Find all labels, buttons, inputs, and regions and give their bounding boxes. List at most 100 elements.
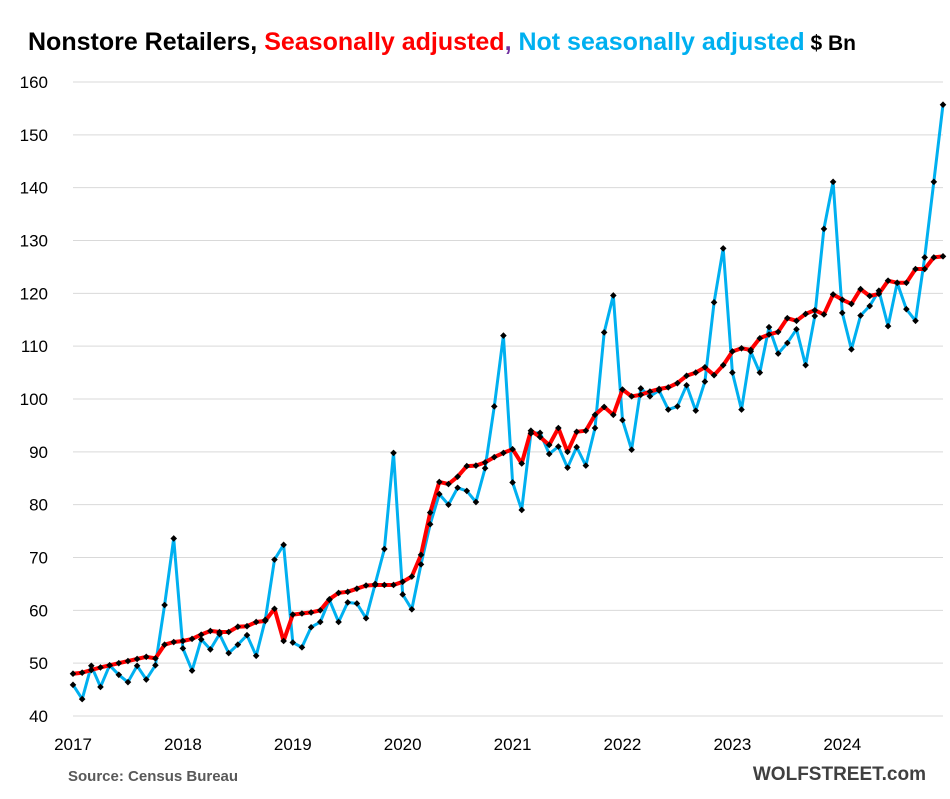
y-tick-label-80: 80 xyxy=(29,496,48,515)
point-nsa-18 xyxy=(234,641,242,648)
point-nsa-39 xyxy=(426,520,434,528)
chart-title: Nonstore Retailers, Seasonally adjusted,… xyxy=(28,28,856,57)
point-nsa-92 xyxy=(912,317,919,325)
x-tick-label-2018: 2018 xyxy=(164,735,202,754)
x-tick-label-2019: 2019 xyxy=(274,735,312,754)
point-nsa-52 xyxy=(545,450,553,458)
point-sa-24 xyxy=(289,611,297,618)
point-nsa-72 xyxy=(729,369,736,376)
point-nsa-46 xyxy=(490,403,498,410)
point-sa-92 xyxy=(912,265,919,273)
point-sa-85 xyxy=(848,300,855,308)
point-sa-3 xyxy=(97,664,104,671)
point-sa-62 xyxy=(637,391,645,399)
point-sa-67 xyxy=(683,372,690,380)
y-tick-label-70: 70 xyxy=(29,549,48,568)
point-sa-91 xyxy=(903,279,910,287)
point-sa-21 xyxy=(262,617,269,625)
point-sa-75 xyxy=(756,334,764,342)
point-nsa-42 xyxy=(454,484,461,492)
point-nsa-23 xyxy=(280,541,287,549)
point-nsa-82 xyxy=(820,225,828,233)
point-nsa-91 xyxy=(903,305,910,313)
point-nsa-17 xyxy=(225,649,232,657)
point-sa-25 xyxy=(298,610,306,617)
series-markers xyxy=(69,101,947,703)
point-sa-87 xyxy=(866,292,874,300)
point-nsa-79 xyxy=(793,325,800,333)
point-sa-70 xyxy=(710,371,718,379)
point-nsa-30 xyxy=(344,599,352,606)
point-sa-23 xyxy=(280,637,287,645)
point-sa-68 xyxy=(692,369,700,376)
point-sa-73 xyxy=(738,344,745,352)
point-nsa-93 xyxy=(921,254,928,261)
point-sa-69 xyxy=(701,364,709,371)
y-tick-label-110: 110 xyxy=(21,337,48,356)
y-tick-label-40: 40 xyxy=(29,707,48,726)
title-sa: Seasonally adjusted xyxy=(264,28,505,56)
point-nsa-44 xyxy=(472,498,480,506)
y-tick-label-160: 160 xyxy=(20,73,48,92)
point-nsa-51 xyxy=(536,429,544,437)
point-nsa-62 xyxy=(637,385,645,392)
y-tick-label-50: 50 xyxy=(29,654,48,673)
point-sa-72 xyxy=(729,348,736,355)
point-sa-79 xyxy=(793,317,800,325)
series-line-sa xyxy=(72,254,944,676)
point-sa-33 xyxy=(371,581,379,589)
point-nsa-57 xyxy=(591,424,599,432)
point-nsa-80 xyxy=(802,361,809,369)
point-nsa-2 xyxy=(88,662,95,670)
y-tick-label-130: 130 xyxy=(20,232,48,251)
point-nsa-70 xyxy=(710,299,718,306)
point-sa-58 xyxy=(600,403,608,411)
point-nsa-78 xyxy=(784,339,791,347)
point-nsa-71 xyxy=(719,245,727,252)
point-nsa-84 xyxy=(838,309,846,317)
point-nsa-54 xyxy=(564,464,571,471)
point-nsa-20 xyxy=(252,652,260,660)
point-sa-93 xyxy=(921,265,928,273)
point-sa-1 xyxy=(78,669,86,676)
x-axis: 2017 2018 2019 2020 2021 2022 2023 2024 xyxy=(54,735,861,754)
point-nsa-49 xyxy=(518,506,526,514)
point-nsa-47 xyxy=(500,332,507,339)
point-sa-80 xyxy=(802,310,809,318)
point-nsa-76 xyxy=(765,323,773,331)
point-sa-11 xyxy=(170,638,178,646)
point-nsa-45 xyxy=(481,464,489,472)
point-nsa-10 xyxy=(161,601,168,609)
point-sa-95 xyxy=(939,253,947,260)
point-sa-54 xyxy=(564,448,571,456)
point-sa-30 xyxy=(344,588,352,596)
point-sa-89 xyxy=(884,277,892,284)
point-nsa-53 xyxy=(555,443,562,450)
title-comma: , xyxy=(504,28,512,56)
point-nsa-60 xyxy=(619,416,626,424)
point-nsa-32 xyxy=(362,614,370,622)
point-sa-6 xyxy=(124,657,132,665)
point-nsa-27 xyxy=(316,618,324,626)
point-sa-66 xyxy=(674,379,681,387)
point-nsa-11 xyxy=(170,535,178,542)
point-sa-63 xyxy=(646,388,654,395)
point-nsa-85 xyxy=(848,346,855,353)
point-sa-60 xyxy=(619,386,626,393)
point-sa-13 xyxy=(188,635,196,643)
point-sa-10 xyxy=(161,641,168,648)
title-unit: $ Bn xyxy=(804,32,856,55)
point-nsa-63 xyxy=(646,393,654,400)
point-sa-53 xyxy=(555,424,562,432)
point-sa-52 xyxy=(545,441,553,449)
point-sa-15 xyxy=(207,627,214,635)
point-nsa-41 xyxy=(445,501,452,508)
point-nsa-65 xyxy=(664,406,672,413)
point-sa-36 xyxy=(399,578,406,586)
point-sa-48 xyxy=(509,445,516,453)
point-sa-64 xyxy=(655,385,663,393)
point-nsa-1 xyxy=(78,695,86,703)
point-sa-34 xyxy=(381,581,388,589)
point-nsa-40 xyxy=(436,490,443,498)
